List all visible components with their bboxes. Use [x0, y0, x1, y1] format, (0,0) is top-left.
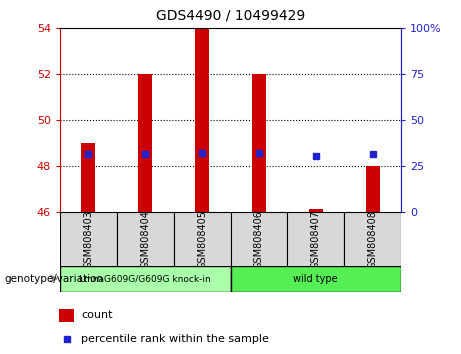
Bar [230, 266, 401, 292]
Text: LmnaG609G/G609G knock-in: LmnaG609G/G609G knock-in [79, 274, 211, 283]
Bar [195, 28, 209, 212]
Text: GSM808408: GSM808408 [367, 210, 378, 269]
Bar [138, 74, 152, 212]
Text: GSM808407: GSM808407 [311, 210, 321, 269]
Bar [252, 74, 266, 212]
Bar [60, 266, 230, 292]
Text: GSM808403: GSM808403 [83, 210, 94, 269]
Text: GDS4490 / 10499429: GDS4490 / 10499429 [156, 9, 305, 23]
Bar [344, 212, 401, 267]
Text: GSM808405: GSM808405 [197, 210, 207, 269]
Text: percentile rank within the sample: percentile rank within the sample [81, 334, 269, 344]
Bar [174, 212, 230, 267]
Bar [60, 212, 117, 267]
Bar [117, 212, 174, 267]
Text: genotype/variation: genotype/variation [5, 274, 104, 284]
Text: GSM808406: GSM808406 [254, 210, 264, 269]
Bar [81, 143, 95, 212]
Bar [366, 166, 380, 212]
Text: wild type: wild type [294, 274, 338, 284]
Bar [59, 309, 74, 322]
Bar [287, 212, 344, 267]
Text: count: count [81, 310, 113, 320]
Bar [309, 209, 323, 212]
Text: GSM808404: GSM808404 [140, 210, 150, 269]
Bar [230, 212, 287, 267]
